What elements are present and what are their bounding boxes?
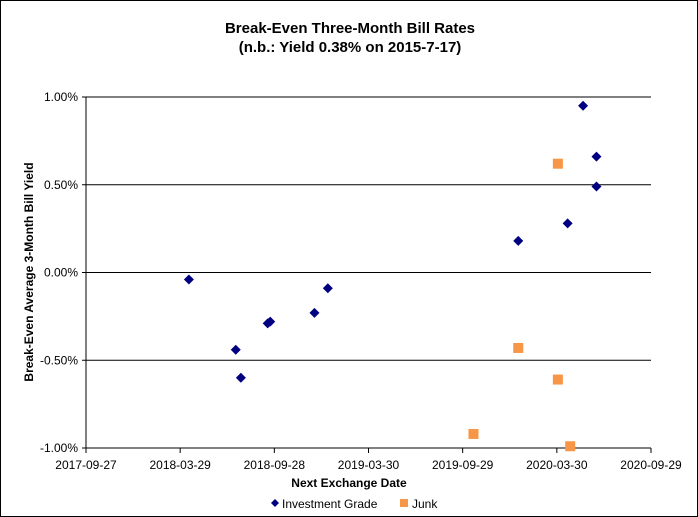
x-tick-labels: 2017-09-27 2018-03-29 2018-09-28 2019-03-30… [55,458,682,472]
data-point-investment-grade [591,181,602,192]
data-point-investment-grade [183,274,194,285]
y-tick-label: 1.00% [44,90,78,104]
y-tick-label: -1.00% [40,441,78,455]
data-point-investment-grade [230,344,241,355]
y-tick-label: 0.00% [44,266,78,280]
data-point-investment-grade [578,100,589,111]
data-point-investment-grade [562,218,573,229]
legend-marker-junk [400,499,408,507]
x-tick-label: 2017-09-27 [55,458,117,472]
y-tick-label: 0.50% [44,178,78,192]
data-point-investment-grade [513,235,524,246]
legend-label-junk: Junk [412,497,438,511]
legend-marker-investment-grade [271,499,279,507]
axes [82,96,652,453]
y-tick-labels: -1.00% -0.50% 0.00% 0.50% 1.00% [40,90,78,455]
chart-title: Break-Even Three-Month Bill Rates [225,20,475,37]
data-point-junk [468,428,479,439]
legend-label-investment-grade: Investment Grade [282,497,378,511]
x-axis-label: Next Exchange Date [291,476,407,490]
y-tick-label: -0.50% [40,353,78,367]
data-point-investment-grade [591,151,602,162]
data-point-investment-grade [235,372,246,383]
x-tick-label: 2019-09-29 [432,458,494,472]
data-points [183,100,602,452]
x-tick-label: 2020-03-30 [526,458,588,472]
data-point-investment-grade [322,283,333,294]
data-point-investment-grade [265,316,276,327]
x-tick-label: 2019-03-30 [338,458,400,472]
x-tick-label: 2020-09-29 [620,458,682,472]
legend: Investment Grade Junk [271,497,438,511]
y-axis-label: Break-Even Average 3-Month Bill Yield [22,162,36,381]
grid-lines [86,96,651,361]
data-point-junk [552,158,563,169]
x-tick-label: 2018-09-28 [244,458,306,472]
data-point-investment-grade [309,307,320,318]
data-point-junk [552,374,563,385]
chart-subtitle: (n.b.: Yield 0.38% on 2015-7-17) [239,39,462,56]
x-tick-label: 2018-03-29 [149,458,211,472]
data-point-junk [513,342,524,353]
data-point-junk [565,441,576,452]
